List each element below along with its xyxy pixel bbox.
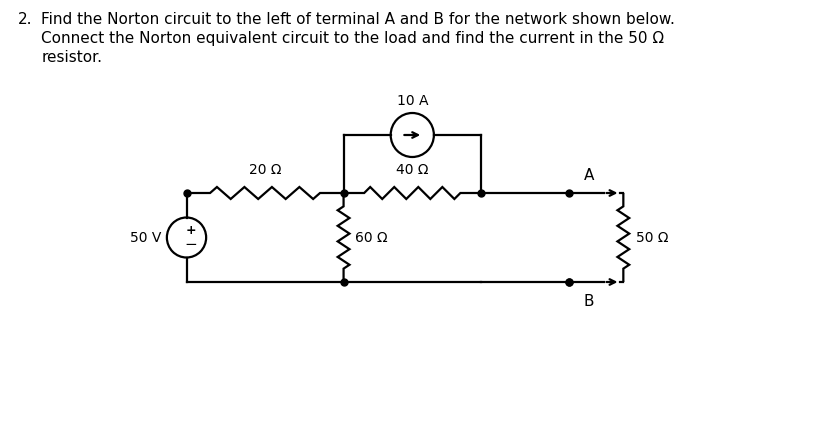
Text: 50 Ω: 50 Ω xyxy=(636,230,669,245)
Text: 50 V: 50 V xyxy=(129,230,161,245)
Text: 40 Ω: 40 Ω xyxy=(396,163,428,177)
Text: 20 Ω: 20 Ω xyxy=(249,163,281,177)
Text: Find the Norton circuit to the left of terminal A and B for the network shown be: Find the Norton circuit to the left of t… xyxy=(41,12,675,27)
Text: A: A xyxy=(584,168,594,183)
Text: Connect the Norton equivalent circuit to the load and find the current in the 50: Connect the Norton equivalent circuit to… xyxy=(41,31,664,46)
Text: 10 A: 10 A xyxy=(396,94,428,108)
Text: B: B xyxy=(584,294,594,309)
Text: resistor.: resistor. xyxy=(41,50,102,65)
Text: 2.: 2. xyxy=(18,12,32,27)
Text: −: − xyxy=(184,237,197,252)
Text: +: + xyxy=(185,224,196,237)
Text: 60 Ω: 60 Ω xyxy=(355,230,388,245)
